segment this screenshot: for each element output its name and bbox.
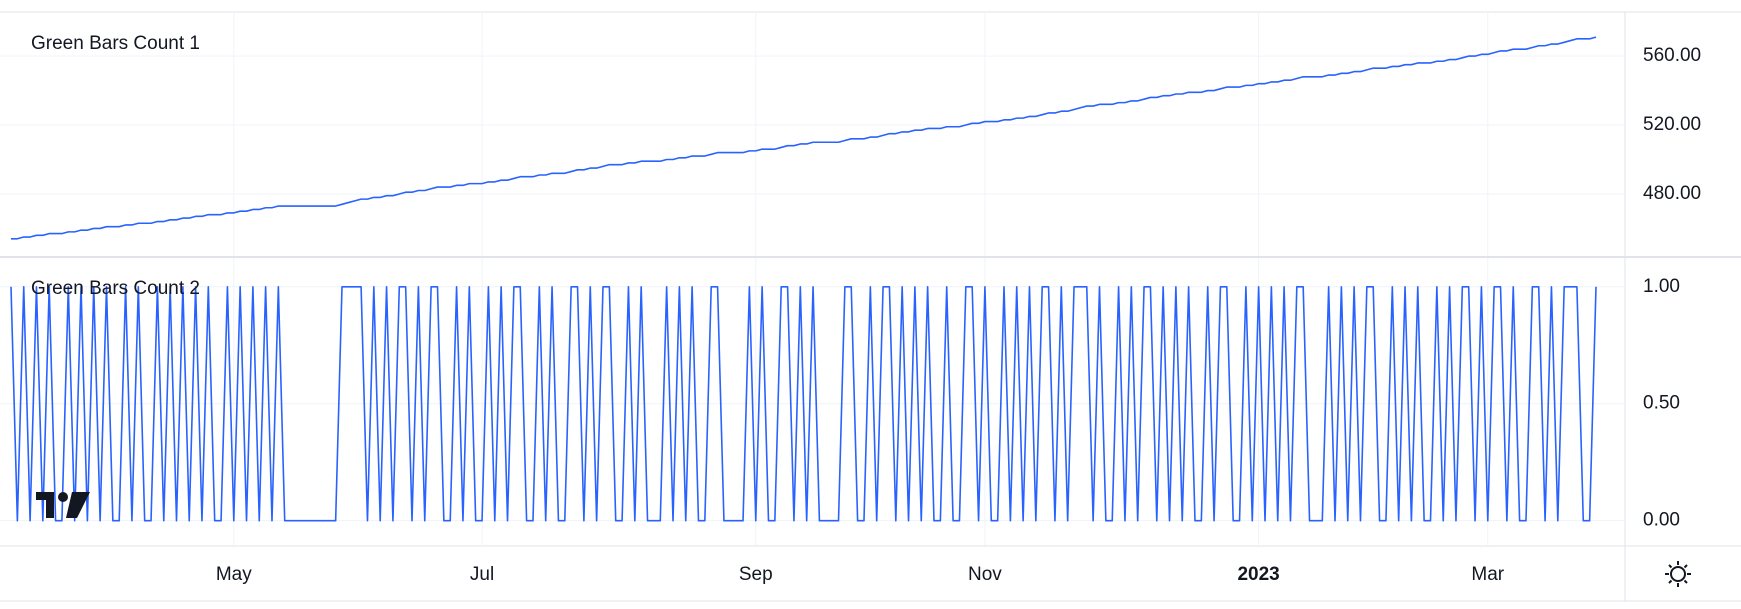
settings-icon[interactable] <box>1665 561 1691 587</box>
x-tick-label: May <box>216 564 252 585</box>
y-tick-label: 1.00 <box>1643 276 1680 297</box>
y-tick-label: 480.00 <box>1643 183 1701 204</box>
y-tick-label: 560.00 <box>1643 45 1701 66</box>
line <box>11 36 1597 240</box>
x-tick-label: 2023 <box>1237 564 1279 585</box>
legend-label: Green Bars Count 1 <box>31 33 200 54</box>
x-tick-label: Nov <box>968 564 1002 585</box>
x-tick-label: Jul <box>470 564 494 585</box>
tradingview-logo <box>36 492 90 518</box>
y-tick-label: 0.50 <box>1643 393 1680 414</box>
plot: May Jul Sep Nov 2023 Mar 480.00 520.00 560.00 Gre… <box>0 13 1701 585</box>
y-tick-label: 520.00 <box>1643 114 1701 135</box>
legend-label: Green Bars Count 2 <box>31 278 200 299</box>
y-tick-label: 0.00 <box>1643 510 1680 531</box>
x-tick-label: Sep <box>739 564 773 585</box>
x-tick-label: Mar <box>1471 564 1504 585</box>
line <box>10 285 1597 522</box>
